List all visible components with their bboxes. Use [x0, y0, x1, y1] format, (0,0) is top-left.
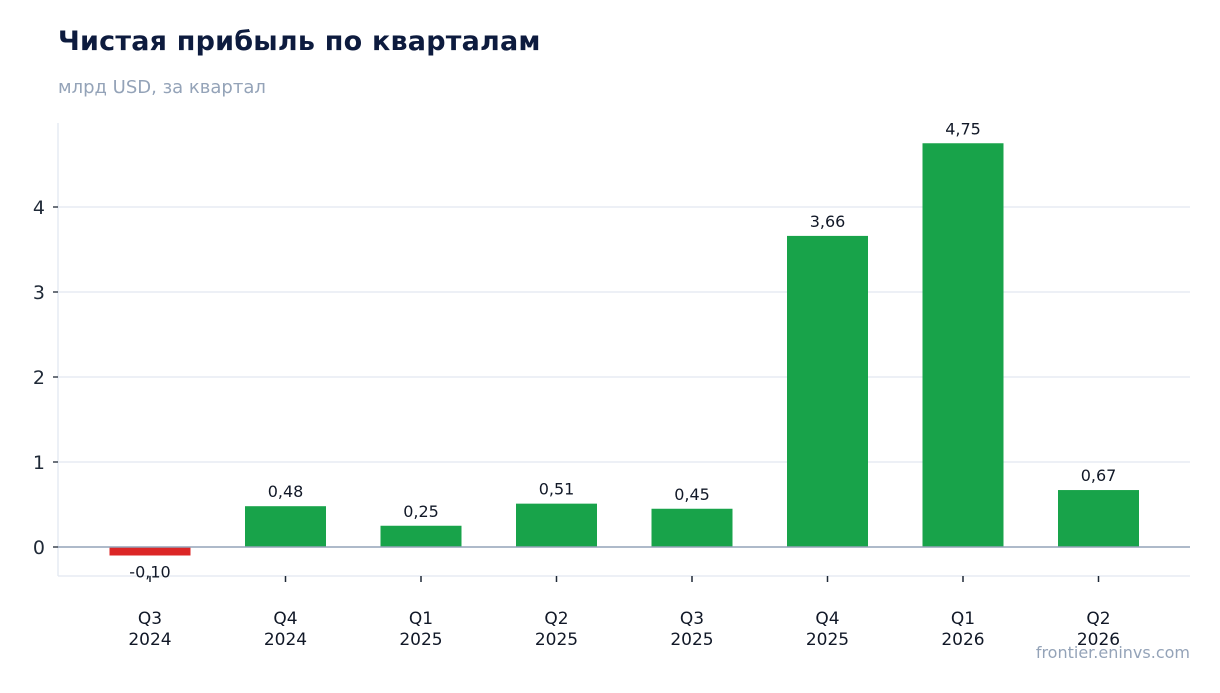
bar — [245, 506, 326, 547]
data-label: 0,25 — [403, 502, 439, 521]
x-tick-label-year: 2024 — [264, 630, 307, 650]
source-credit: frontier.eninvs.com — [1035, 643, 1190, 662]
bar — [922, 143, 1004, 547]
bar — [380, 525, 462, 547]
x-tick-label-quarter: Q2 — [544, 609, 568, 629]
x-tick-label-quarter: Q3 — [680, 609, 704, 629]
data-label: -0,10 — [129, 563, 170, 582]
bars — [58, 143, 1190, 556]
x-tick-label-quarter: Q4 — [815, 609, 839, 629]
data-label: 0,45 — [674, 485, 710, 504]
bar — [1058, 490, 1139, 547]
gridlines — [58, 206, 1190, 463]
x-tick-label-quarter: Q2 — [1086, 609, 1110, 629]
chart-subtitle: млрд USD, за квартал — [58, 77, 266, 98]
x-axis-ticks: Q32024Q42024Q12025Q22025Q32025Q42025Q120… — [128, 576, 1120, 650]
x-tick-label-year: 2025 — [806, 630, 849, 650]
y-axis-ticks: 0 1 2 3 4 — [33, 197, 58, 559]
bar — [787, 235, 868, 547]
chart-title: Чистая прибыль по кварталам — [58, 26, 541, 57]
value-labels: -0,10 0,48 0,25 0,51 0,45 3,66 4,75 0,67 — [129, 119, 1116, 581]
x-tick-label-year: 2025 — [535, 630, 578, 650]
x-tick-label-year: 2025 — [399, 630, 442, 650]
y-tick-label: 2 — [33, 367, 45, 389]
x-tick-label-quarter: Q4 — [273, 609, 297, 629]
data-label: 4,75 — [945, 119, 981, 138]
x-tick-label-quarter: Q3 — [138, 609, 162, 629]
data-label: 3,66 — [810, 212, 846, 231]
x-tick-label-quarter: Q1 — [951, 609, 975, 629]
bar — [651, 508, 733, 547]
axes — [57, 123, 1190, 577]
x-tick-label-year: 2025 — [670, 630, 713, 650]
x-tick-label-year: 2024 — [128, 630, 171, 650]
data-label: 0,48 — [268, 482, 304, 501]
y-tick-label: 4 — [33, 197, 45, 219]
x-tick-label-quarter: Q1 — [409, 609, 433, 629]
y-tick-label: 1 — [33, 452, 45, 474]
x-tick-label-year: 2026 — [941, 630, 984, 650]
data-label: 0,51 — [539, 480, 575, 499]
y-tick-label: 3 — [33, 282, 45, 304]
x-tick-label-year: 2026 — [1077, 630, 1120, 650]
bar — [109, 547, 191, 556]
data-label: 0,67 — [1081, 466, 1117, 485]
bar — [516, 503, 597, 547]
y-tick-label: 0 — [33, 537, 45, 559]
